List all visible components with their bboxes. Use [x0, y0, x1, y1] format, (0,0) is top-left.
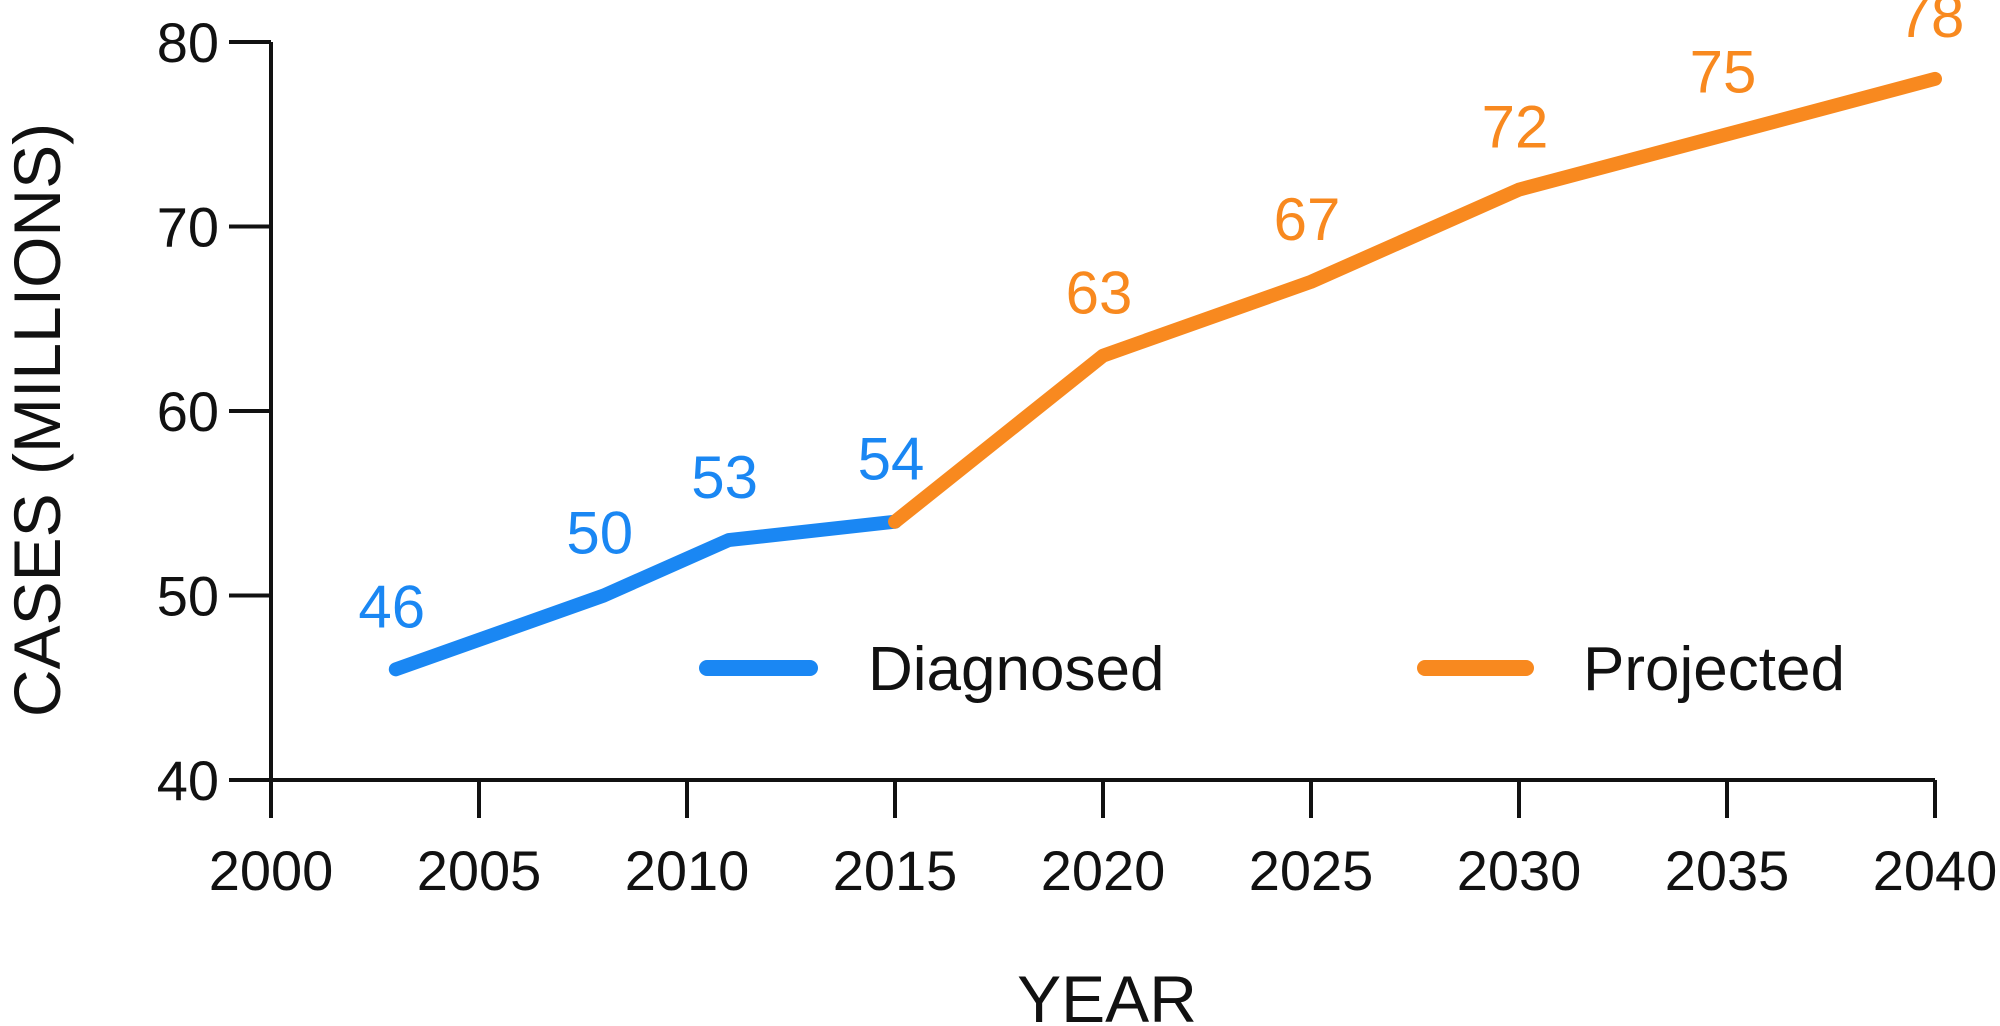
y-axis-title: CASES (MILLIONS): [0, 123, 74, 717]
legend-label-projected: Projected: [1583, 635, 1845, 704]
data-label-diagnosed: 53: [691, 444, 758, 511]
data-label-projected: 78: [1898, 0, 1965, 50]
data-label-projected: 67: [1274, 186, 1341, 253]
x-tick-label: 2005: [417, 839, 542, 902]
x-tick-label: 2015: [833, 839, 958, 902]
y-tick-label: 70: [157, 196, 219, 259]
data-labels: 46 50 53 54 63 67 72 75 78: [358, 0, 1964, 640]
series-line-diagnosed: [388, 514, 902, 677]
y-tick-label: 50: [157, 565, 219, 628]
data-label-projected: 72: [1482, 94, 1549, 161]
legend: Diagnosed Projected: [699, 635, 1845, 704]
x-tick-label: 2035: [1665, 839, 1790, 902]
series-line-projected: [888, 71, 1942, 529]
y-tick-label: 60: [157, 380, 219, 443]
legend-label-diagnosed: Diagnosed: [868, 635, 1164, 704]
data-label-projected: 63: [1066, 260, 1133, 327]
data-label-diagnosed: 46: [358, 573, 425, 640]
axes: 40 50 60 70 80 2000 2005 2010 2015 2020 2025 2030 20…: [157, 11, 1998, 902]
x-tick-label: 2025: [1249, 839, 1374, 902]
data-label-projected: 75: [1690, 38, 1757, 105]
series-lines: [388, 71, 1942, 677]
x-tick-label: 2000: [209, 839, 334, 902]
y-tick-label: 80: [157, 11, 219, 74]
x-tick-label: 2040: [1873, 839, 1998, 902]
x-tick-label: 2030: [1457, 839, 1582, 902]
data-label-diagnosed: 50: [566, 500, 633, 567]
data-label-diagnosed: 54: [858, 426, 925, 493]
x-tick-label: 2010: [625, 839, 750, 902]
x-tick-label: 2020: [1041, 839, 1166, 902]
x-axis-title: YEAR: [1017, 962, 1197, 1026]
y-tick-label: 40: [157, 749, 219, 812]
